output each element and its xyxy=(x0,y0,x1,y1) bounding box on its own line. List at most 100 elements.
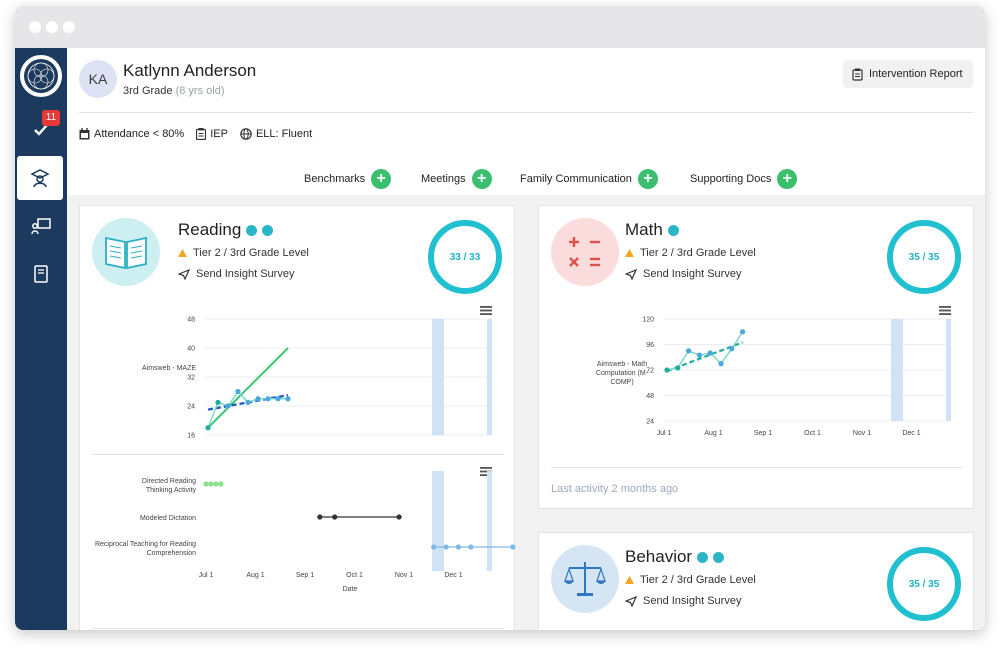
y-axis-label: Aimsweb - Math xyxy=(597,361,647,368)
data-point xyxy=(265,396,271,402)
math-title-text: Math xyxy=(625,220,663,239)
intervention-report-button[interactable]: Intervention Report xyxy=(843,60,973,88)
behavior-card: Behavior Tier 2 / 3rd Grade Level Send I… xyxy=(538,532,974,630)
attendance-label: Attendance < 80% xyxy=(94,128,185,140)
behavior-survey-link[interactable]: Send Insight Survey xyxy=(625,595,741,607)
clock-icon[interactable] xyxy=(246,224,258,236)
data-point xyxy=(245,399,251,405)
y-tick-label: 24 xyxy=(646,419,654,426)
clipboard-icon xyxy=(196,128,207,140)
tasks-nav[interactable] xyxy=(15,108,67,152)
checkmark-icon xyxy=(34,124,48,136)
student-nav[interactable] xyxy=(17,156,63,200)
row-label: Reciprocal Teaching for Reading xyxy=(95,541,196,548)
data-point xyxy=(740,329,746,335)
app-logo[interactable] xyxy=(20,55,62,97)
add-meeting-button[interactable]: + xyxy=(471,169,492,189)
highlight-band xyxy=(432,319,444,435)
iep-flag: IEP xyxy=(196,128,228,140)
add-family-communication-button[interactable]: + xyxy=(637,169,658,189)
row-label: Modeled Dictation xyxy=(140,515,196,522)
highlight-band xyxy=(891,319,903,421)
reading-title: Reading xyxy=(178,220,274,240)
window-dot[interactable] xyxy=(46,21,58,33)
y-tick-label: 72 xyxy=(646,368,654,375)
classroom-nav[interactable] xyxy=(15,204,67,248)
last-activity: Last activity 2 months ago xyxy=(551,483,679,495)
intervention-point xyxy=(218,481,224,487)
data-point xyxy=(664,367,670,373)
divider xyxy=(92,454,504,455)
library-nav[interactable] xyxy=(15,252,67,296)
window-dot[interactable] xyxy=(63,21,75,33)
intervention-point xyxy=(332,514,338,520)
y-tick-label: 48 xyxy=(187,317,195,324)
notification-badge: 11 xyxy=(42,110,60,126)
math-card-icon xyxy=(551,218,619,286)
clock-icon[interactable] xyxy=(697,551,709,563)
intervention-point xyxy=(468,544,474,550)
age-label: (8 yrs old) xyxy=(175,85,225,97)
add-benchmark-button[interactable]: + xyxy=(371,169,392,189)
y-tick-label: 24 xyxy=(187,404,195,411)
x-axis-label: Date xyxy=(343,586,358,593)
math-mcomp-chart: 24 48 72 96 120 Aimsweb - Math Computation (M-… xyxy=(596,317,951,437)
tab-benchmarks[interactable]: Benchmarks + xyxy=(304,169,392,189)
attendance-flag: Attendance < 80% xyxy=(79,128,184,140)
x-tick-label: Sep 1 xyxy=(296,572,314,579)
math-survey-link[interactable]: Send Insight Survey xyxy=(625,268,741,280)
data-point xyxy=(255,396,261,402)
reading-title-text: Reading xyxy=(178,220,242,239)
y-axis-label: COMP) xyxy=(610,379,633,386)
chart-menu-icon[interactable] xyxy=(939,306,951,315)
reading-card: Reading Tier 2 / 3rd Grade Level Send In… xyxy=(79,205,516,630)
grade-label: 3rd Grade xyxy=(123,85,173,97)
math-tier: Tier 2 / 3rd Grade Level xyxy=(625,247,756,259)
student-flags: Attendance < 80% IEP E xyxy=(79,128,312,140)
info-icon[interactable] xyxy=(262,224,274,236)
highlight-band xyxy=(487,471,492,571)
ell-flag: ELL: Fluent xyxy=(240,128,312,140)
goal-line xyxy=(207,347,289,429)
tab-family-communication[interactable]: Family Communication + xyxy=(520,169,658,189)
chart-menu-icon[interactable] xyxy=(480,306,492,315)
tab-label: Family Communication xyxy=(520,173,632,185)
highlight-band xyxy=(432,471,444,571)
reading-survey-link[interactable]: Send Insight Survey xyxy=(178,268,294,280)
row-label: Directed Reading xyxy=(142,478,196,485)
tab-supporting-docs[interactable]: Supporting Docs + xyxy=(690,169,798,189)
info-icon[interactable] xyxy=(713,551,725,563)
intervention-point xyxy=(213,481,219,487)
x-tick-label: Sep 1 xyxy=(754,430,772,437)
intervention-point xyxy=(455,544,462,550)
x-tick-label: Dec 1 xyxy=(444,572,462,579)
add-supporting-doc-button[interactable]: + xyxy=(777,169,798,189)
title-bar xyxy=(15,6,985,48)
y-tick-label: 40 xyxy=(187,346,195,353)
x-tick-label: Nov 1 xyxy=(395,572,413,579)
open-book-icon xyxy=(105,236,147,270)
chart-menu-icon[interactable] xyxy=(480,467,492,476)
row-label: Thinking Activity xyxy=(146,487,197,494)
math-score-ring: 35 / 35 xyxy=(887,220,961,294)
x-tick-label: Aug 1 xyxy=(704,430,722,437)
x-tick-label: Jul 1 xyxy=(657,430,672,437)
report-button-label: Intervention Report xyxy=(869,68,963,80)
tab-meetings[interactable]: Meetings + xyxy=(421,169,492,189)
iep-label: IEP xyxy=(210,128,228,140)
y-axis-label: Computation (M- xyxy=(596,370,649,377)
data-point xyxy=(285,396,291,402)
y-tick-label: 16 xyxy=(187,433,195,440)
row-label: Comprehension xyxy=(147,550,197,557)
y-axis-label: Aimsweb - MAZE xyxy=(142,365,196,372)
graduate-icon xyxy=(30,169,50,188)
x-tick-label: Jul 1 xyxy=(199,572,214,579)
math-tier-label: Tier 2 / 3rd Grade Level xyxy=(640,247,756,259)
reading-maze-chart: 16 24 32 40 48 Aimsweb - MAZE xyxy=(142,317,492,440)
data-point xyxy=(696,352,702,358)
info-icon[interactable] xyxy=(667,224,679,236)
math-title: Math xyxy=(625,220,679,240)
window-dot[interactable] xyxy=(29,21,41,33)
student-name: Katlynn Anderson xyxy=(123,61,257,80)
scales-icon xyxy=(564,562,606,596)
